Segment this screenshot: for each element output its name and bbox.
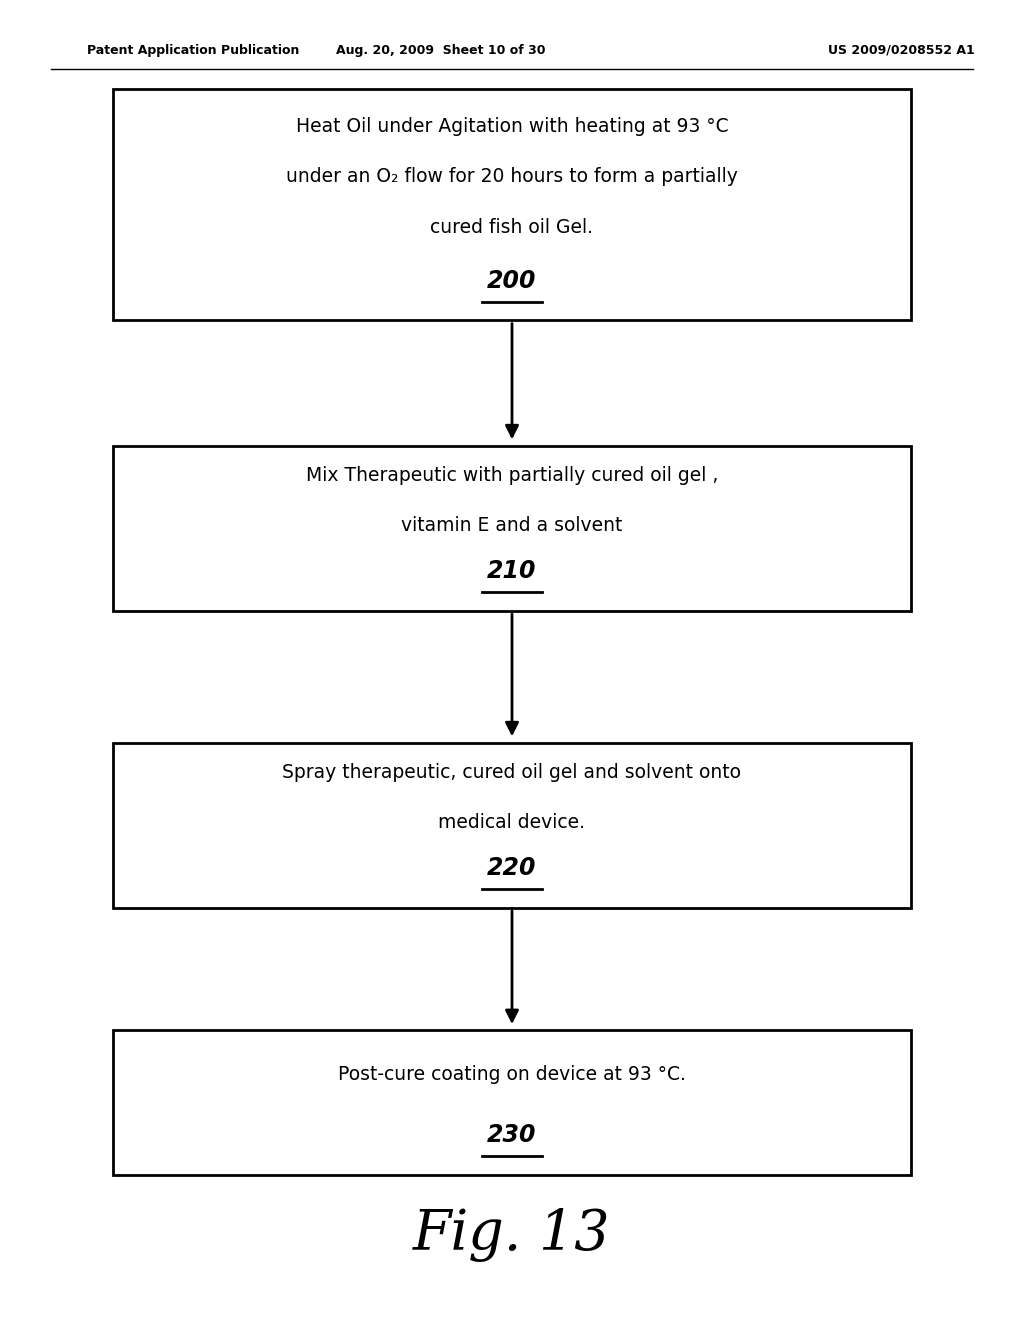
Text: 210: 210 <box>487 558 537 583</box>
Text: Aug. 20, 2009  Sheet 10 of 30: Aug. 20, 2009 Sheet 10 of 30 <box>336 44 545 57</box>
Text: under an O₂ flow for 20 hours to form a partially: under an O₂ flow for 20 hours to form a … <box>286 168 738 186</box>
Text: 200: 200 <box>487 268 537 293</box>
FancyBboxPatch shape <box>113 742 911 908</box>
Text: Heat Oil under Agitation with heating at 93 °C: Heat Oil under Agitation with heating at… <box>296 117 728 136</box>
Text: Fig. 13: Fig. 13 <box>414 1206 610 1262</box>
FancyBboxPatch shape <box>113 90 911 321</box>
Text: Post-cure coating on device at 93 °C.: Post-cure coating on device at 93 °C. <box>338 1065 686 1084</box>
Text: vitamin E and a solvent: vitamin E and a solvent <box>401 516 623 535</box>
Text: Mix Therapeutic with partially cured oil gel ,: Mix Therapeutic with partially cured oil… <box>306 466 718 484</box>
FancyBboxPatch shape <box>113 1030 911 1175</box>
Text: 230: 230 <box>487 1123 537 1147</box>
Text: 220: 220 <box>487 855 537 880</box>
FancyBboxPatch shape <box>113 446 911 610</box>
Text: US 2009/0208552 A1: US 2009/0208552 A1 <box>827 44 975 57</box>
Text: Spray therapeutic, cured oil gel and solvent onto: Spray therapeutic, cured oil gel and sol… <box>283 763 741 781</box>
Text: medical device.: medical device. <box>438 813 586 832</box>
Text: Patent Application Publication: Patent Application Publication <box>87 44 299 57</box>
Text: cured fish oil Gel.: cured fish oil Gel. <box>430 218 594 236</box>
